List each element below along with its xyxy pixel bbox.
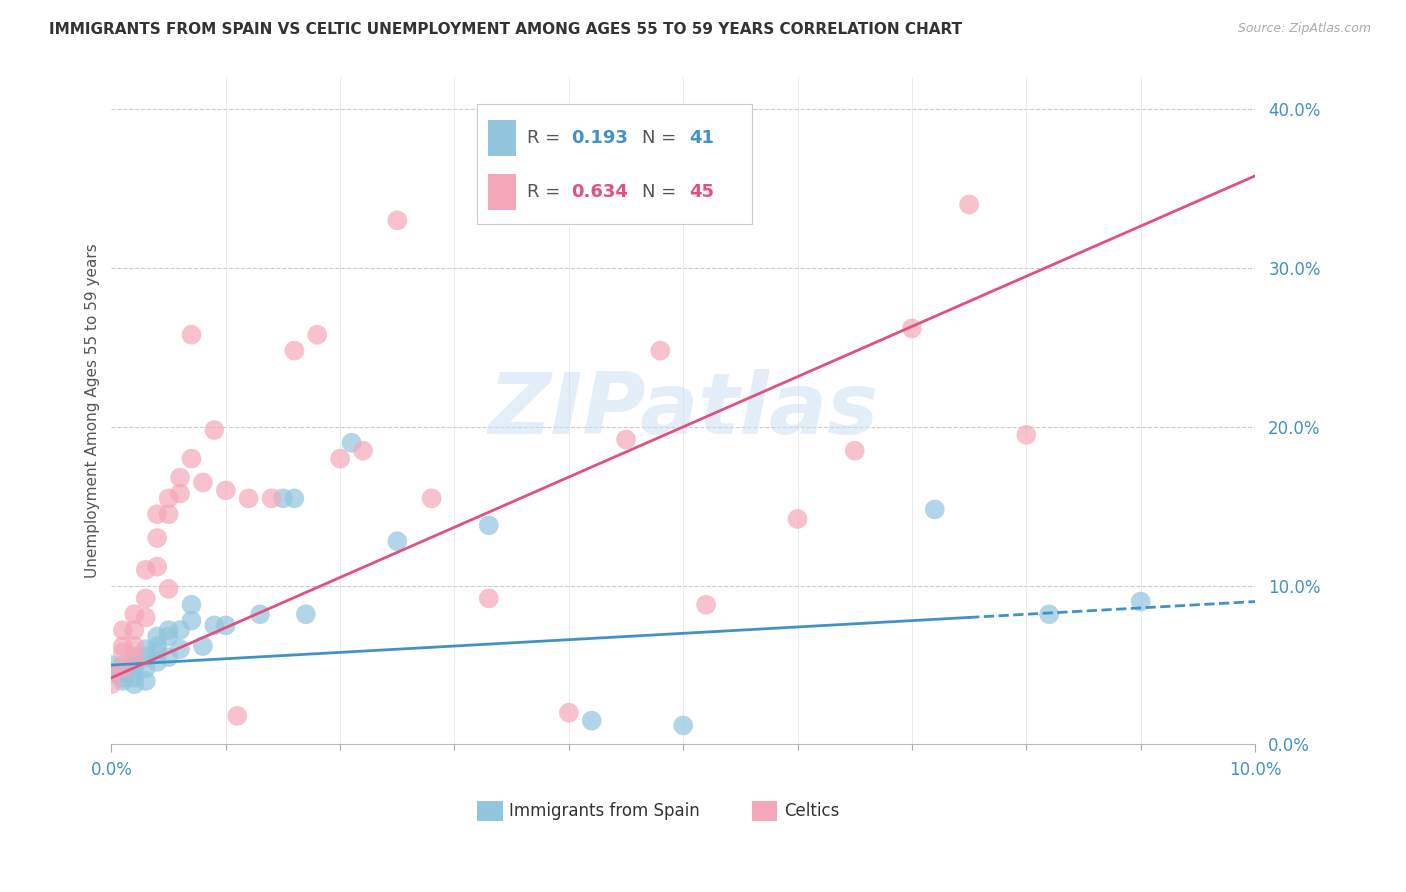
Point xyxy=(226,709,249,723)
Point xyxy=(146,559,169,574)
Point xyxy=(169,486,191,500)
Point xyxy=(146,639,169,653)
Point xyxy=(111,645,134,659)
Point xyxy=(124,650,146,665)
Point xyxy=(111,623,134,637)
Text: IMMIGRANTS FROM SPAIN VS CELTIC UNEMPLOYMENT AMONG AGES 55 TO 59 YEARS CORRELATI: IMMIGRANTS FROM SPAIN VS CELTIC UNEMPLOY… xyxy=(49,22,962,37)
Point xyxy=(695,598,717,612)
Point xyxy=(202,423,225,437)
Point xyxy=(111,658,134,673)
Point xyxy=(100,658,122,673)
Text: Source: ZipAtlas.com: Source: ZipAtlas.com xyxy=(1237,22,1371,36)
Point xyxy=(614,433,637,447)
Bar xyxy=(478,801,502,822)
Point xyxy=(558,706,581,720)
Point xyxy=(135,610,157,624)
Point xyxy=(146,645,169,659)
Point xyxy=(111,671,134,685)
Bar xyxy=(752,801,778,822)
Point xyxy=(124,623,146,637)
Point xyxy=(307,327,329,342)
Point xyxy=(157,491,180,506)
Point xyxy=(238,491,260,506)
Point xyxy=(215,618,238,632)
Point xyxy=(202,618,225,632)
Point xyxy=(124,677,146,691)
Point xyxy=(157,582,180,596)
Text: ZIPatlas: ZIPatlas xyxy=(488,369,879,452)
Point xyxy=(169,623,191,637)
Point xyxy=(478,591,501,606)
Point xyxy=(420,491,443,506)
Point xyxy=(157,650,180,665)
Point xyxy=(124,607,146,622)
Point xyxy=(169,471,191,485)
Point xyxy=(157,623,180,637)
Point xyxy=(650,343,672,358)
Point xyxy=(352,443,374,458)
Point xyxy=(340,435,363,450)
Point xyxy=(111,661,134,675)
Point xyxy=(786,512,808,526)
Point xyxy=(124,639,146,653)
Point xyxy=(1015,427,1038,442)
Point xyxy=(271,491,294,506)
Point xyxy=(387,534,409,549)
Point xyxy=(111,639,134,653)
Point xyxy=(135,661,157,675)
Point xyxy=(169,642,191,657)
Point xyxy=(124,658,146,673)
Point xyxy=(135,642,157,657)
Point xyxy=(581,714,603,728)
Point xyxy=(924,502,946,516)
Point xyxy=(135,591,157,606)
Text: Celtics: Celtics xyxy=(783,802,839,821)
Point xyxy=(387,213,409,227)
Point xyxy=(478,518,501,533)
Point xyxy=(100,666,122,681)
Point xyxy=(100,677,122,691)
Point xyxy=(146,655,169,669)
Y-axis label: Unemployment Among Ages 55 to 59 years: Unemployment Among Ages 55 to 59 years xyxy=(86,244,100,578)
Point xyxy=(1129,594,1152,608)
Point xyxy=(1038,607,1060,622)
Point xyxy=(191,639,214,653)
Point xyxy=(249,607,271,622)
Point xyxy=(901,321,924,335)
Point xyxy=(672,718,695,732)
Point xyxy=(180,327,202,342)
Point xyxy=(146,630,169,644)
Point xyxy=(111,673,134,688)
Point xyxy=(135,673,157,688)
Point xyxy=(146,531,169,545)
Point xyxy=(111,666,134,681)
Point xyxy=(146,507,169,521)
Point xyxy=(100,666,122,681)
Point xyxy=(124,650,146,665)
Point xyxy=(957,197,980,211)
Point xyxy=(124,671,146,685)
Point xyxy=(191,475,214,490)
Point xyxy=(329,451,352,466)
Point xyxy=(180,614,202,628)
Point xyxy=(157,507,180,521)
Point xyxy=(260,491,283,506)
Text: Immigrants from Spain: Immigrants from Spain xyxy=(509,802,700,821)
Point xyxy=(283,343,305,358)
Point xyxy=(295,607,318,622)
Point xyxy=(215,483,238,498)
Point xyxy=(283,491,305,506)
Point xyxy=(844,443,866,458)
Point xyxy=(124,661,146,675)
Point xyxy=(180,451,202,466)
Point xyxy=(157,630,180,644)
Point xyxy=(135,650,157,665)
Point xyxy=(180,598,202,612)
Point xyxy=(135,563,157,577)
